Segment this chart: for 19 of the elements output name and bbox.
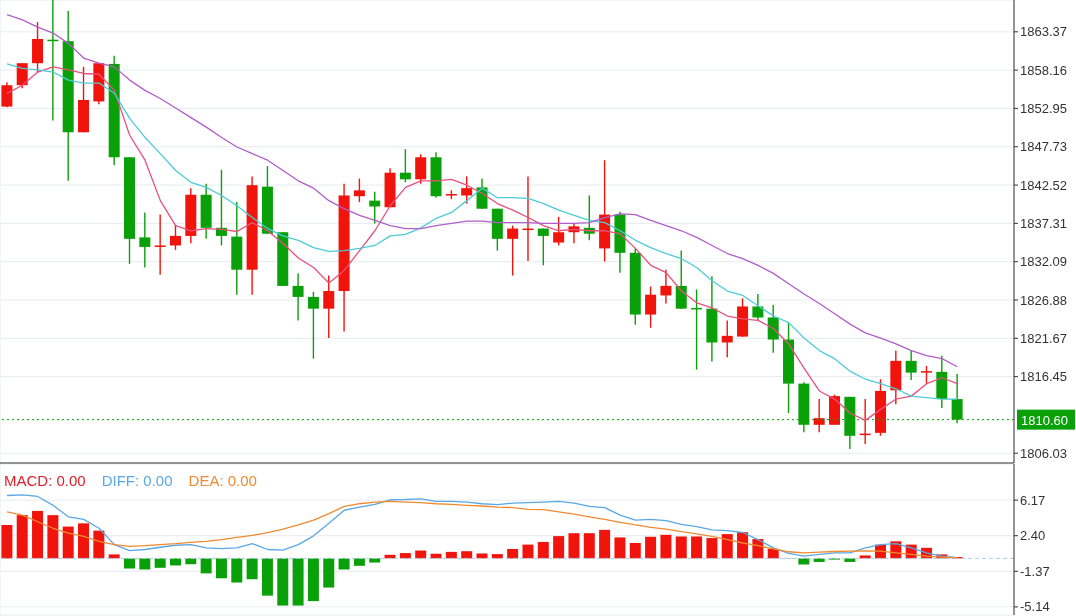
y-tick-label: 1858.16 [1020, 62, 1067, 78]
y-tick-label: 1832.09 [1020, 254, 1067, 270]
y-tick-label: 1863.37 [1020, 24, 1067, 40]
y-tick-label: 1826.88 [1020, 292, 1067, 308]
y-tick-label: 6.17 [1020, 492, 1046, 508]
y-tick-label: 1821.67 [1020, 330, 1067, 346]
y-tick-label: -1.37 [1020, 563, 1050, 579]
y-tick-label: 1847.73 [1020, 139, 1067, 155]
series-label: MACD: 0.00 [4, 472, 86, 489]
ref-line-label: 1810.60 [1021, 412, 1068, 428]
y-tick-label: 1842.52 [1020, 177, 1067, 193]
y-tick-label: 2.40 [1020, 528, 1046, 544]
text: DIFF: 0.00 [101, 472, 173, 489]
y-tick-label: 1816.45 [1020, 369, 1067, 385]
y-tick-label: 1852.95 [1020, 101, 1067, 117]
text: DEA: 0.00 [188, 472, 257, 489]
y-tick-label: 1806.03 [1020, 445, 1067, 461]
y-tick-label: -5.14 [1020, 599, 1050, 615]
y-tick-label: 1837.31 [1020, 215, 1067, 231]
